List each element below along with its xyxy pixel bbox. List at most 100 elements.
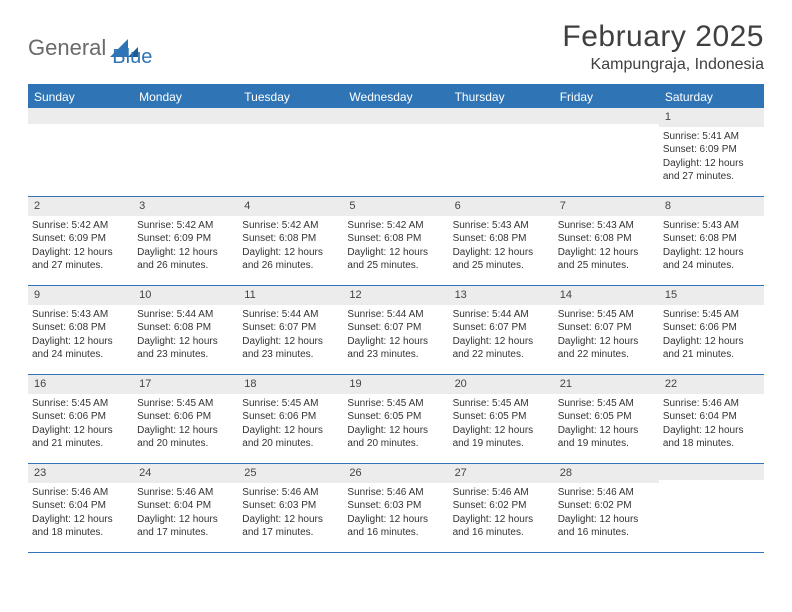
- daylight-text: Daylight: 12 hours and 17 minutes.: [137, 513, 234, 540]
- daylight-text: Daylight: 12 hours and 21 minutes.: [32, 424, 129, 451]
- day-number: 26: [343, 464, 448, 483]
- day-number: 7: [554, 197, 659, 216]
- sunrise-text: Sunrise: 5:43 AM: [558, 219, 655, 233]
- sunrise-text: Sunrise: 5:46 AM: [453, 486, 550, 500]
- week-row: 9Sunrise: 5:43 AMSunset: 6:08 PMDaylight…: [28, 286, 764, 375]
- sunrise-text: Sunrise: 5:41 AM: [663, 130, 760, 144]
- daylight-text: Daylight: 12 hours and 18 minutes.: [32, 513, 129, 540]
- day-number: 21: [554, 375, 659, 394]
- daylight-text: Daylight: 12 hours and 20 minutes.: [137, 424, 234, 451]
- weekday-header: Friday: [554, 86, 659, 108]
- day-cell: 1Sunrise: 5:41 AMSunset: 6:09 PMDaylight…: [659, 108, 764, 196]
- day-cell: [133, 108, 238, 196]
- sunrise-text: Sunrise: 5:43 AM: [32, 308, 129, 322]
- weekday-header: Thursday: [449, 86, 554, 108]
- day-number: 17: [133, 375, 238, 394]
- weeks-container: 1Sunrise: 5:41 AMSunset: 6:09 PMDaylight…: [28, 108, 764, 553]
- day-details: Sunrise: 5:43 AMSunset: 6:08 PMDaylight:…: [558, 219, 655, 273]
- day-number: 6: [449, 197, 554, 216]
- sunset-text: Sunset: 6:03 PM: [242, 499, 339, 513]
- week-row: 2Sunrise: 5:42 AMSunset: 6:09 PMDaylight…: [28, 197, 764, 286]
- daylight-text: Daylight: 12 hours and 25 minutes.: [453, 246, 550, 273]
- day-number: 11: [238, 286, 343, 305]
- day-number: [554, 108, 659, 124]
- sunset-text: Sunset: 6:03 PM: [347, 499, 444, 513]
- sunrise-text: Sunrise: 5:46 AM: [558, 486, 655, 500]
- sunrise-text: Sunrise: 5:42 AM: [347, 219, 444, 233]
- daylight-text: Daylight: 12 hours and 23 minutes.: [137, 335, 234, 362]
- day-cell: 24Sunrise: 5:46 AMSunset: 6:04 PMDayligh…: [133, 464, 238, 552]
- sunrise-text: Sunrise: 5:46 AM: [347, 486, 444, 500]
- daylight-text: Daylight: 12 hours and 20 minutes.: [347, 424, 444, 451]
- page-subtitle: Kampungraja, Indonesia: [562, 56, 764, 74]
- day-number: 13: [449, 286, 554, 305]
- sunset-text: Sunset: 6:04 PM: [663, 410, 760, 424]
- day-details: Sunrise: 5:42 AMSunset: 6:08 PMDaylight:…: [347, 219, 444, 273]
- day-details: Sunrise: 5:45 AMSunset: 6:06 PMDaylight:…: [137, 397, 234, 451]
- sunset-text: Sunset: 6:07 PM: [558, 321, 655, 335]
- sunrise-text: Sunrise: 5:44 AM: [137, 308, 234, 322]
- weekday-header: Wednesday: [343, 86, 448, 108]
- title-block: February 2025 Kampungraja, Indonesia: [562, 20, 764, 74]
- sunset-text: Sunset: 6:09 PM: [137, 232, 234, 246]
- day-number: 28: [554, 464, 659, 483]
- sunrise-text: Sunrise: 5:45 AM: [663, 308, 760, 322]
- day-cell: [449, 108, 554, 196]
- day-details: Sunrise: 5:46 AMSunset: 6:04 PMDaylight:…: [663, 397, 760, 451]
- sunrise-text: Sunrise: 5:42 AM: [32, 219, 129, 233]
- daylight-text: Daylight: 12 hours and 26 minutes.: [137, 246, 234, 273]
- sunrise-text: Sunrise: 5:44 AM: [453, 308, 550, 322]
- day-cell: 16Sunrise: 5:45 AMSunset: 6:06 PMDayligh…: [28, 375, 133, 463]
- week-row: 16Sunrise: 5:45 AMSunset: 6:06 PMDayligh…: [28, 375, 764, 464]
- sunset-text: Sunset: 6:07 PM: [453, 321, 550, 335]
- week-row: 1Sunrise: 5:41 AMSunset: 6:09 PMDaylight…: [28, 108, 764, 197]
- sunrise-text: Sunrise: 5:46 AM: [663, 397, 760, 411]
- header: General Blue February 2025 Kampungraja, …: [28, 20, 764, 74]
- sunset-text: Sunset: 6:06 PM: [242, 410, 339, 424]
- sunset-text: Sunset: 6:07 PM: [242, 321, 339, 335]
- daylight-text: Daylight: 12 hours and 17 minutes.: [242, 513, 339, 540]
- day-number: 9: [28, 286, 133, 305]
- day-cell: [28, 108, 133, 196]
- logo-text-blue: Blue: [112, 26, 152, 69]
- sunset-text: Sunset: 6:08 PM: [663, 232, 760, 246]
- day-cell: 10Sunrise: 5:44 AMSunset: 6:08 PMDayligh…: [133, 286, 238, 374]
- sunrise-text: Sunrise: 5:45 AM: [558, 397, 655, 411]
- sunrise-text: Sunrise: 5:46 AM: [32, 486, 129, 500]
- day-details: Sunrise: 5:43 AMSunset: 6:08 PMDaylight:…: [663, 219, 760, 273]
- day-cell: [238, 108, 343, 196]
- sunrise-text: Sunrise: 5:42 AM: [137, 219, 234, 233]
- day-cell: 12Sunrise: 5:44 AMSunset: 6:07 PMDayligh…: [343, 286, 448, 374]
- page-title: February 2025: [562, 20, 764, 54]
- sunrise-text: Sunrise: 5:45 AM: [242, 397, 339, 411]
- sunrise-text: Sunrise: 5:42 AM: [242, 219, 339, 233]
- sunrise-text: Sunrise: 5:43 AM: [453, 219, 550, 233]
- weekday-header: Saturday: [659, 86, 764, 108]
- day-number: [28, 108, 133, 124]
- day-cell: 3 Sunrise: 5:42 AMSunset: 6:09 PMDaylight…: [133, 197, 238, 285]
- sunrise-text: Sunrise: 5:46 AM: [242, 486, 339, 500]
- day-cell: 21Sunrise: 5:45 AMSunset: 6:05 PMDayligh…: [554, 375, 659, 463]
- sunset-text: Sunset: 6:05 PM: [453, 410, 550, 424]
- sunset-text: Sunset: 6:02 PM: [453, 499, 550, 513]
- day-number: 15: [659, 286, 764, 305]
- day-details: Sunrise: 5:44 AMSunset: 6:07 PMDaylight:…: [347, 308, 444, 362]
- day-cell: 18Sunrise: 5:45 AMSunset: 6:06 PMDayligh…: [238, 375, 343, 463]
- day-details: Sunrise: 5:46 AMSunset: 6:02 PMDaylight:…: [558, 486, 655, 540]
- sunrise-text: Sunrise: 5:45 AM: [558, 308, 655, 322]
- day-number: 4: [238, 197, 343, 216]
- day-number: 3: [133, 197, 238, 216]
- day-details: Sunrise: 5:42 AMSunset: 6:09 PMDaylight:…: [32, 219, 129, 273]
- day-number: 19: [343, 375, 448, 394]
- day-number: 20: [449, 375, 554, 394]
- day-number: [659, 464, 764, 480]
- logo-text-general: General: [28, 35, 106, 61]
- daylight-text: Daylight: 12 hours and 22 minutes.: [453, 335, 550, 362]
- sunset-text: Sunset: 6:07 PM: [347, 321, 444, 335]
- day-cell: 14Sunrise: 5:45 AMSunset: 6:07 PMDayligh…: [554, 286, 659, 374]
- day-cell: 20Sunrise: 5:45 AMSunset: 6:05 PMDayligh…: [449, 375, 554, 463]
- daylight-text: Daylight: 12 hours and 27 minutes.: [663, 157, 760, 184]
- day-cell: 13 Sunrise: 5:44 AMSunset: 6:07 PMDayligh…: [449, 286, 554, 374]
- sunset-text: Sunset: 6:06 PM: [663, 321, 760, 335]
- day-details: Sunrise: 5:42 AMSunset: 6:08 PMDaylight:…: [242, 219, 339, 273]
